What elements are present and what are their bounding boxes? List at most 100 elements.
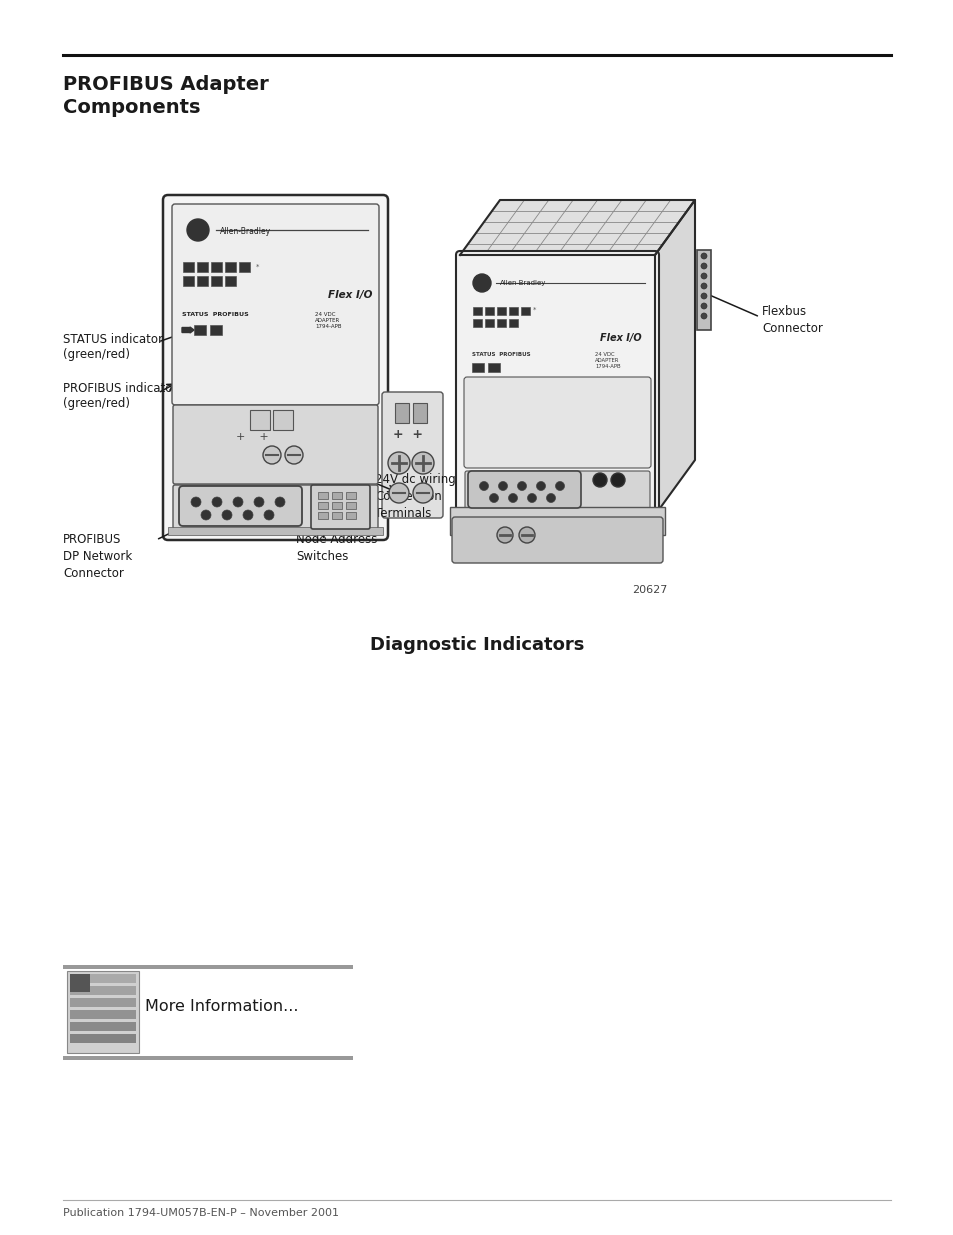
Bar: [346, 513, 355, 519]
FancyBboxPatch shape: [468, 471, 580, 508]
Text: 20627: 20627: [631, 585, 667, 595]
Bar: [63, 1056, 353, 1060]
Bar: [473, 308, 481, 315]
Bar: [168, 527, 382, 535]
Text: Diagnostic Indicators: Diagnostic Indicators: [370, 636, 583, 655]
Circle shape: [389, 483, 409, 503]
Circle shape: [700, 293, 706, 299]
Circle shape: [388, 452, 410, 474]
Bar: [196, 262, 208, 272]
FancyBboxPatch shape: [463, 377, 650, 468]
Text: 24V dc wiring
Connection
Terminals: 24V dc wiring Connection Terminals: [375, 473, 456, 520]
Bar: [70, 974, 136, 983]
Text: *: *: [533, 308, 536, 312]
Circle shape: [233, 496, 243, 508]
Circle shape: [489, 494, 498, 503]
Bar: [225, 275, 235, 287]
Bar: [183, 262, 193, 272]
Bar: [317, 513, 328, 519]
Circle shape: [285, 446, 303, 464]
Bar: [332, 492, 341, 499]
Bar: [70, 1010, 136, 1019]
Polygon shape: [459, 200, 695, 254]
Bar: [473, 319, 481, 327]
Circle shape: [413, 483, 433, 503]
Circle shape: [508, 494, 517, 503]
Circle shape: [536, 482, 545, 490]
Circle shape: [264, 510, 274, 520]
Bar: [509, 319, 517, 327]
Bar: [484, 319, 494, 327]
Bar: [239, 262, 250, 272]
Bar: [273, 410, 293, 430]
Bar: [225, 262, 235, 272]
Bar: [520, 308, 530, 315]
Circle shape: [517, 482, 526, 490]
Text: Components: Components: [63, 98, 200, 117]
Text: Publication 1794-UM057B-EN-P – November 2001: Publication 1794-UM057B-EN-P – November …: [63, 1208, 338, 1218]
Bar: [697, 249, 710, 330]
Text: STATUS  PROFIBUS: STATUS PROFIBUS: [182, 312, 249, 317]
Bar: [484, 308, 494, 315]
Bar: [488, 363, 499, 372]
Circle shape: [700, 273, 706, 279]
Circle shape: [479, 482, 488, 490]
FancyBboxPatch shape: [179, 487, 302, 526]
Circle shape: [243, 510, 253, 520]
Circle shape: [212, 496, 222, 508]
Text: +    +: + +: [235, 432, 269, 442]
FancyBboxPatch shape: [172, 405, 377, 484]
Ellipse shape: [473, 274, 491, 291]
Text: +  +: + +: [393, 429, 422, 441]
Text: PROFIBUS indicator
(green/red): PROFIBUS indicator (green/red): [63, 382, 177, 410]
Polygon shape: [655, 200, 695, 515]
Bar: [70, 986, 136, 995]
Circle shape: [518, 527, 535, 543]
Text: 24 VDC
ADAPTER
1794-APB: 24 VDC ADAPTER 1794-APB: [595, 352, 620, 369]
Bar: [70, 1023, 136, 1031]
FancyBboxPatch shape: [452, 517, 662, 563]
FancyBboxPatch shape: [381, 391, 442, 517]
Circle shape: [555, 482, 564, 490]
FancyBboxPatch shape: [172, 485, 377, 529]
Circle shape: [191, 496, 201, 508]
Text: Allen-Bradley: Allen-Bradley: [499, 280, 546, 287]
Bar: [497, 319, 505, 327]
Circle shape: [700, 312, 706, 319]
Circle shape: [222, 510, 232, 520]
Bar: [346, 501, 355, 509]
Bar: [332, 513, 341, 519]
Bar: [497, 308, 505, 315]
FancyBboxPatch shape: [456, 251, 659, 519]
Bar: [346, 492, 355, 499]
Ellipse shape: [187, 219, 209, 241]
Circle shape: [263, 446, 281, 464]
Text: PROFIBUS
DP Network
Connector: PROFIBUS DP Network Connector: [63, 534, 132, 580]
Circle shape: [700, 253, 706, 259]
Text: Allen-Bradley: Allen-Bradley: [220, 227, 271, 236]
FancyArrow shape: [182, 327, 193, 333]
Bar: [413, 403, 427, 424]
Bar: [472, 363, 483, 372]
Text: *: *: [255, 264, 259, 270]
Bar: [317, 501, 328, 509]
Bar: [395, 403, 409, 424]
Bar: [63, 965, 353, 969]
Circle shape: [546, 494, 555, 503]
Bar: [211, 262, 222, 272]
Circle shape: [412, 452, 434, 474]
Bar: [70, 1034, 136, 1044]
Bar: [196, 275, 208, 287]
Bar: [450, 508, 664, 535]
Bar: [67, 971, 139, 1053]
Circle shape: [497, 527, 513, 543]
Text: Node Address
Switches: Node Address Switches: [295, 534, 377, 563]
Circle shape: [201, 510, 211, 520]
Circle shape: [498, 482, 507, 490]
FancyBboxPatch shape: [464, 471, 649, 510]
Bar: [332, 501, 341, 509]
Text: PROFIBUS Adapter: PROFIBUS Adapter: [63, 75, 269, 94]
FancyBboxPatch shape: [311, 485, 370, 529]
Text: More Information...: More Information...: [145, 999, 298, 1014]
Circle shape: [527, 494, 536, 503]
